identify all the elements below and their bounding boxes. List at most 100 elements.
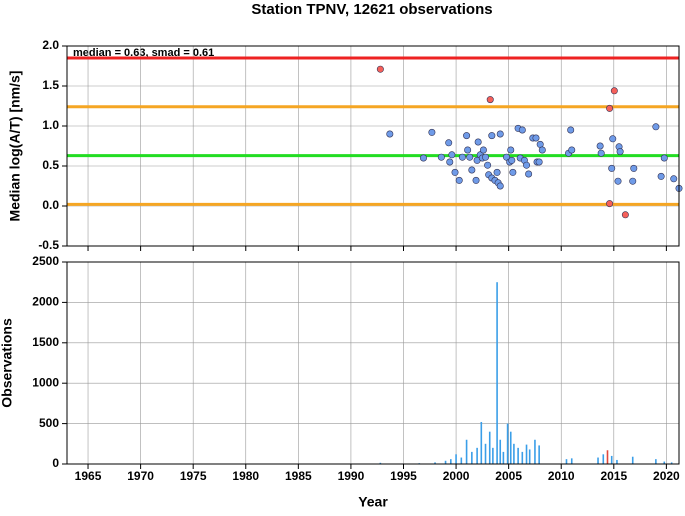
- point: [496, 130, 504, 138]
- bar: [528, 449, 531, 464]
- point: [609, 135, 617, 143]
- point: [496, 182, 504, 190]
- bar: [476, 447, 478, 464]
- point: [616, 148, 624, 156]
- x-tick-label: 1970: [127, 469, 154, 483]
- y-tick-label: 0.0: [42, 198, 59, 212]
- y-tick-label: 0.5: [42, 158, 59, 172]
- y-tick-label: 1000: [32, 375, 59, 389]
- point: [484, 161, 492, 169]
- y-tick-label: 0: [52, 456, 59, 470]
- point: [419, 154, 427, 162]
- point: [518, 126, 526, 134]
- point: [482, 153, 490, 161]
- point: [472, 176, 480, 184]
- point: [474, 138, 482, 146]
- bar: [616, 459, 618, 464]
- plot-frame: [66, 45, 680, 247]
- point: [567, 126, 575, 134]
- point: [660, 154, 668, 162]
- point: [652, 123, 660, 131]
- bar: [517, 447, 519, 464]
- bar: [444, 460, 447, 464]
- bar: [460, 457, 463, 464]
- point: [458, 153, 466, 161]
- point: [596, 142, 604, 150]
- point: [428, 128, 436, 136]
- x-tick-label: 2005: [495, 469, 522, 483]
- bar: [496, 282, 498, 464]
- point: [606, 200, 614, 208]
- bar: [521, 451, 524, 464]
- point: [670, 175, 678, 183]
- bar: [480, 421, 483, 464]
- point: [621, 211, 629, 219]
- y-tick-label: 2.0: [42, 38, 59, 52]
- x-axis-label: Year: [358, 494, 388, 510]
- point: [597, 149, 605, 157]
- point: [630, 164, 638, 172]
- x-tick-label: 2010: [548, 469, 575, 483]
- x-tick-label: 1980: [232, 469, 259, 483]
- point: [508, 156, 516, 164]
- bar: [506, 423, 509, 464]
- point: [437, 153, 445, 161]
- bar: [597, 457, 599, 464]
- bar: [450, 459, 452, 464]
- point: [376, 65, 384, 73]
- y-tick-label: 500: [39, 416, 59, 430]
- point: [486, 96, 494, 104]
- point: [448, 151, 456, 159]
- point: [608, 164, 616, 172]
- bar: [513, 443, 515, 464]
- point: [535, 158, 543, 166]
- bar: [565, 459, 568, 464]
- bar: [631, 456, 634, 464]
- point: [507, 146, 515, 154]
- bar: [434, 462, 436, 464]
- bar: [465, 439, 468, 464]
- point: [509, 168, 517, 176]
- bar: [499, 439, 502, 464]
- bar: [534, 439, 536, 464]
- point: [468, 166, 476, 174]
- bar: [538, 445, 540, 464]
- point: [466, 153, 474, 161]
- y-tick-label: 2500: [32, 254, 59, 268]
- x-tick-label: 1985: [285, 469, 312, 483]
- bar: [570, 458, 573, 464]
- point: [538, 146, 546, 154]
- point: [503, 153, 511, 161]
- y-tick-label: 1.0: [42, 118, 59, 132]
- y-axis-label: Observations: [0, 318, 15, 408]
- point: [464, 146, 472, 154]
- bar: [602, 454, 605, 464]
- bar: [663, 461, 666, 464]
- y-axis-label: Median log(A/T) [nm/s]: [7, 71, 23, 222]
- bar: [670, 462, 673, 464]
- bar: [471, 451, 473, 464]
- annotation: median = 0.63, smad = 0.61: [73, 47, 214, 59]
- point: [493, 168, 501, 176]
- x-tick-label: 2015: [600, 469, 627, 483]
- bar: [655, 459, 657, 464]
- x-tick-label: 1975: [180, 469, 207, 483]
- point: [610, 87, 618, 95]
- point: [446, 158, 454, 166]
- point: [532, 134, 540, 142]
- point: [479, 146, 487, 154]
- y-tick-label: 2000: [32, 295, 59, 309]
- x-tick-label: 1965: [75, 469, 102, 483]
- point: [614, 177, 622, 185]
- point: [488, 132, 496, 140]
- x-tick-label: 2000: [443, 469, 470, 483]
- bar: [525, 444, 528, 464]
- bar: [492, 447, 494, 464]
- bar: [488, 431, 491, 464]
- point: [455, 176, 463, 184]
- bar: [455, 454, 457, 464]
- y-tick-label: 1.5: [42, 78, 59, 92]
- point: [629, 177, 637, 185]
- chart-title: Station TPNV, 12621 observations: [251, 1, 492, 18]
